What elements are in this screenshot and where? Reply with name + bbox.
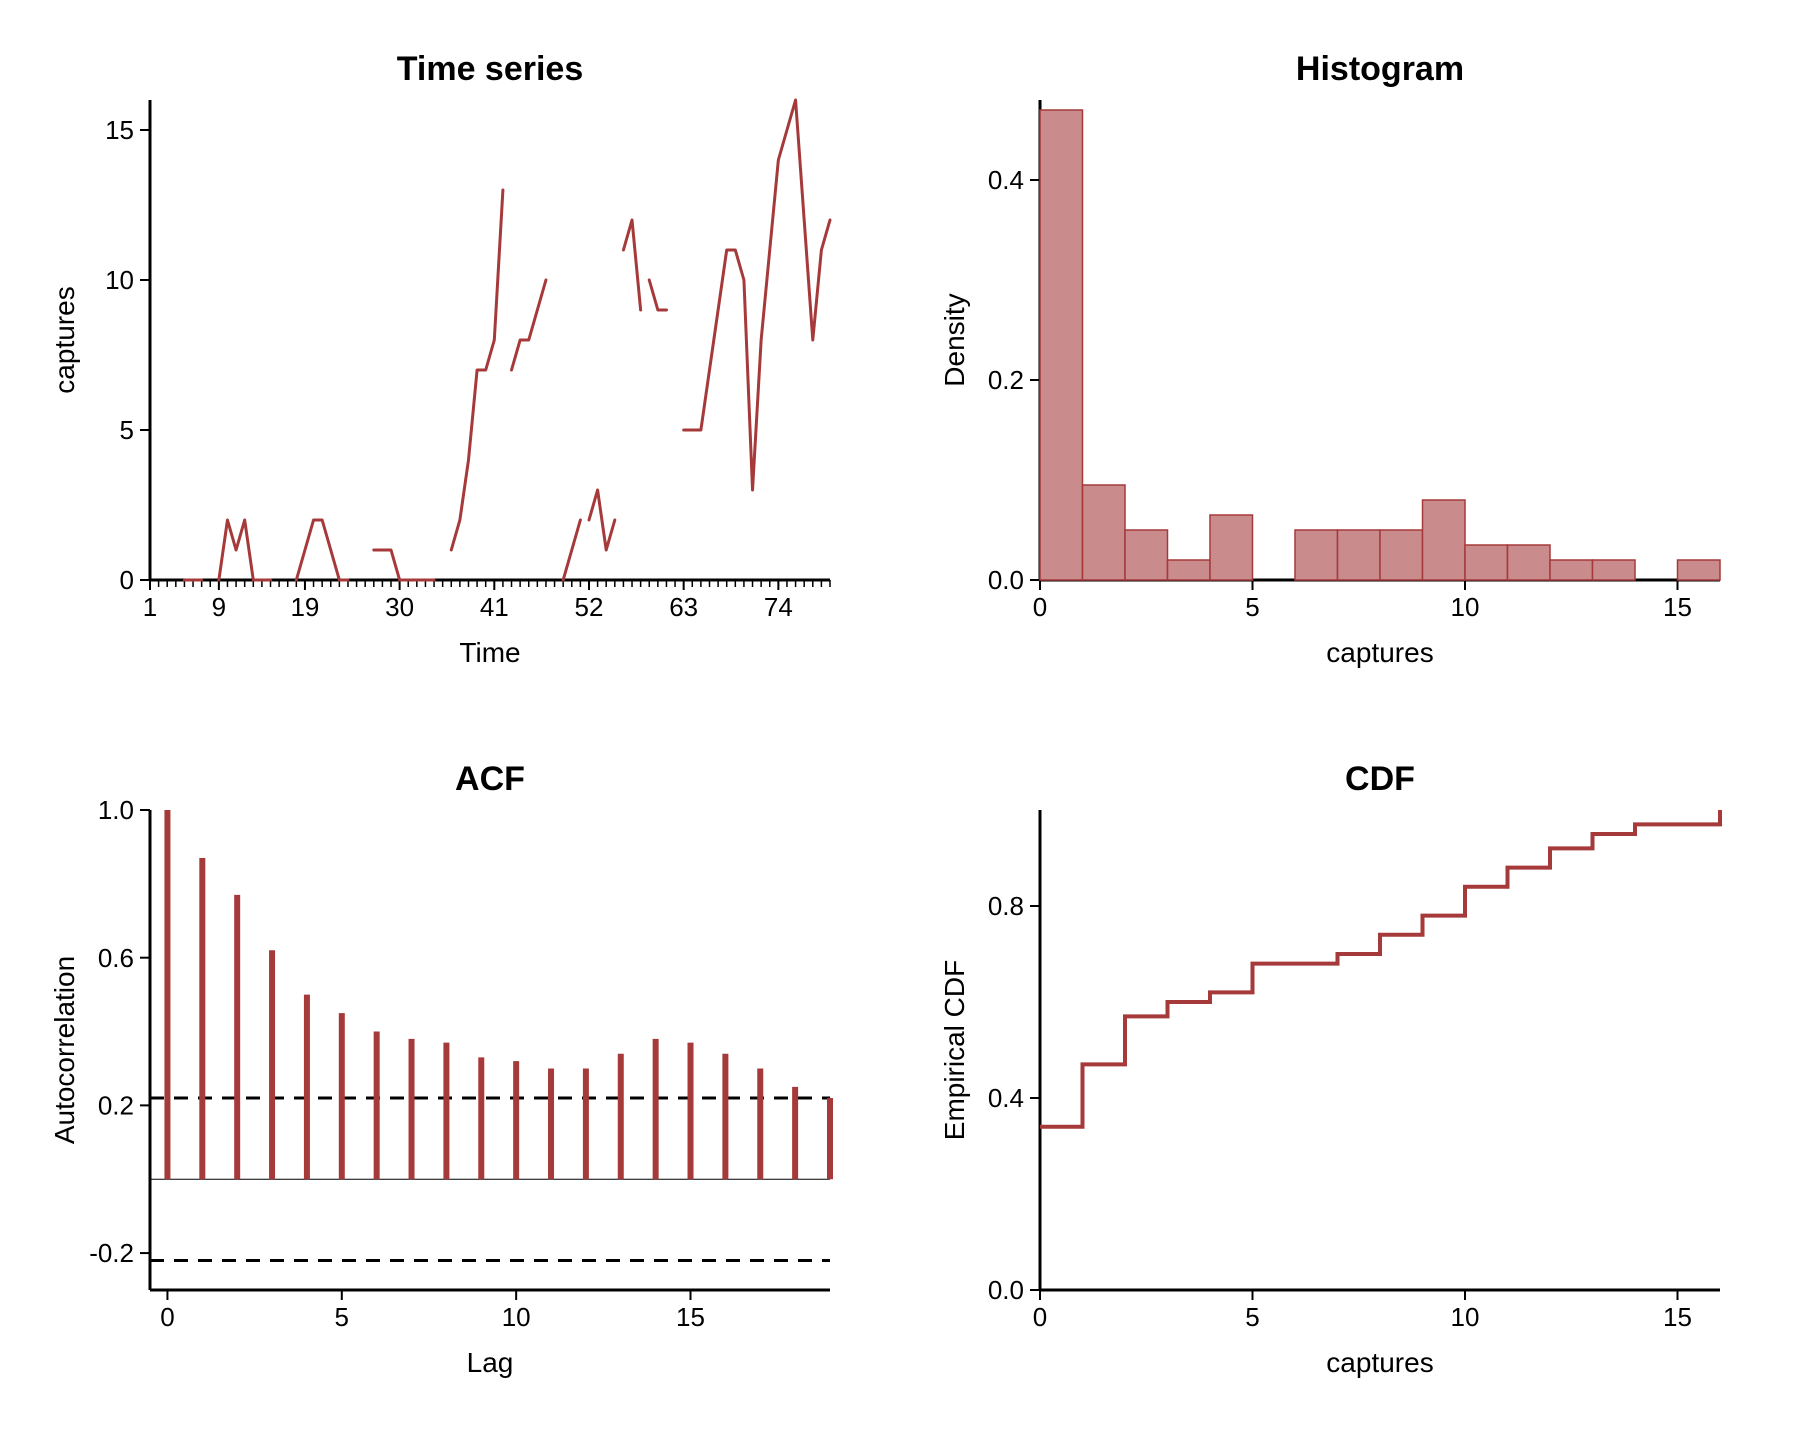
histogram-bar: [1423, 500, 1466, 580]
y-axis-label: Density: [939, 293, 970, 386]
histogram-chart: Histogram captures Density 0 5 10 15 0.0 0.2 0.4: [930, 40, 1750, 680]
histogram-bar: [1040, 110, 1083, 580]
histogram-bar: [1083, 485, 1126, 580]
histogram-bar: [1125, 530, 1168, 580]
y-axis-label: Autocorrelation: [49, 956, 80, 1144]
timeseries-panel: Time seriesTimecaptures19193041526374051…: [40, 40, 870, 690]
x-axis-label: Time: [459, 637, 520, 668]
x-tick-label: 15: [1663, 592, 1692, 622]
chart-title: CDF: [1345, 760, 1415, 798]
x-tick-label: 41: [480, 592, 509, 622]
timeseries-line: [512, 280, 546, 370]
x-tick-label: 1: [143, 592, 157, 622]
y-tick-label: 0.8: [988, 891, 1024, 921]
histogram-bar: [1678, 560, 1721, 580]
timeseries-line: [623, 220, 640, 310]
acf-panel: ACF Lag Autocorrelation 0 5 10 15 -0.2 0.2 0.6 1.0: [40, 750, 870, 1400]
timeseries-line: [563, 520, 580, 580]
x-tick-label: 15: [676, 1302, 705, 1332]
cdf-step-line: [1040, 810, 1720, 1127]
cdf-chart: CDF captures Empirical CDF 0 5 10 15 0.0 0.4 0.8: [930, 750, 1750, 1390]
y-axis-label: Empirical CDF: [939, 960, 970, 1140]
chart-title: Histogram: [1296, 50, 1464, 88]
x-tick-label: 19: [290, 592, 319, 622]
timeseries-line: [219, 520, 271, 580]
x-tick-label: 0: [1033, 592, 1047, 622]
x-tick-label: 10: [502, 1302, 531, 1332]
x-axis-label: captures: [1326, 637, 1433, 668]
x-tick-label: 63: [669, 592, 698, 622]
y-tick-label: 10: [105, 265, 134, 295]
x-tick-label: 74: [764, 592, 793, 622]
y-tick-label: 1.0: [98, 795, 134, 825]
histogram-panel: Histogram captures Density 0 5 10 15 0.0 0.2 0.4: [930, 40, 1760, 690]
x-tick-label: 0: [1033, 1302, 1047, 1332]
histogram-bar: [1550, 560, 1593, 580]
y-tick-label: 0.6: [98, 943, 134, 973]
timeseries-line: [296, 520, 348, 580]
y-tick-label: 0.4: [988, 165, 1024, 195]
x-tick-label: 30: [385, 592, 414, 622]
x-tick-label: 10: [1451, 592, 1480, 622]
timeseries-line: [451, 190, 503, 550]
y-tick-label: 15: [105, 115, 134, 145]
y-tick-label: 0.0: [988, 565, 1024, 595]
y-tick-label: 0.0: [988, 1275, 1024, 1305]
x-tick-label: 9: [212, 592, 226, 622]
x-tick-label: 0: [160, 1302, 174, 1332]
y-tick-label: 0.2: [98, 1090, 134, 1120]
timeseries-line: [374, 550, 434, 580]
x-axis-label: Lag: [467, 1347, 514, 1378]
x-tick-label: 5: [1245, 592, 1259, 622]
histogram-bar: [1593, 560, 1636, 580]
histogram-bar: [1465, 545, 1508, 580]
y-tick-label: -0.2: [89, 1238, 134, 1268]
x-tick-label: 5: [1245, 1302, 1259, 1332]
cdf-panel: CDF captures Empirical CDF 0 5 10 15 0.0 0.4 0.8: [930, 750, 1760, 1400]
timeseries-line: [649, 280, 666, 310]
y-tick-label: 0: [120, 565, 134, 595]
x-tick-label: 5: [335, 1302, 349, 1332]
timeseries-line: [589, 490, 615, 550]
x-tick-label: 15: [1663, 1302, 1692, 1332]
y-tick-label: 5: [120, 415, 134, 445]
x-tick-label: 10: [1451, 1302, 1480, 1332]
x-tick-label: 52: [575, 592, 604, 622]
histogram-bar: [1380, 530, 1423, 580]
x-axis-label: captures: [1326, 1347, 1433, 1378]
histogram-bar: [1338, 530, 1381, 580]
histogram-bar: [1168, 560, 1211, 580]
y-tick-label: 0.4: [988, 1083, 1024, 1113]
acf-chart: ACF Lag Autocorrelation 0 5 10 15 -0.2 0.2 0.6 1.0: [40, 750, 860, 1390]
histogram-bar: [1295, 530, 1338, 580]
histogram-bar: [1210, 515, 1253, 580]
y-axis-label: captures: [49, 286, 80, 393]
y-tick-label: 0.2: [988, 365, 1024, 395]
timeseries-chart: Time seriesTimecaptures19193041526374051…: [40, 40, 860, 680]
chart-title: ACF: [455, 760, 525, 798]
chart-title: Time series: [397, 50, 584, 88]
timeseries-line: [684, 100, 830, 490]
histogram-bar: [1508, 545, 1551, 580]
